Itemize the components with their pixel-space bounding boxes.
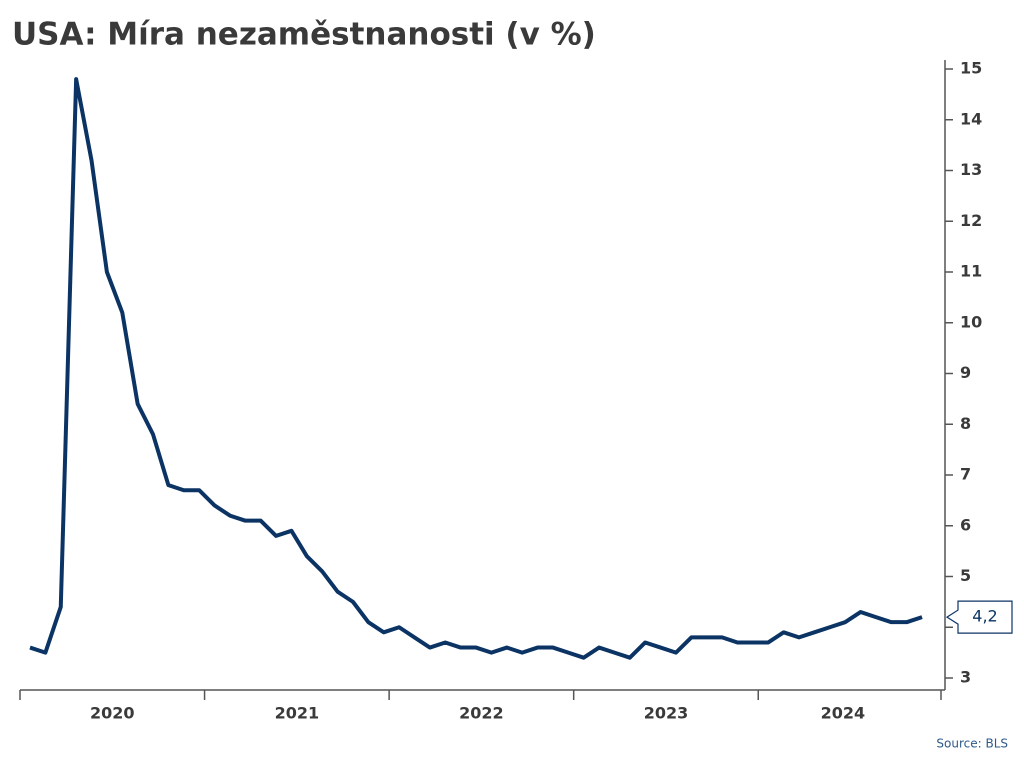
chart-title: USA: Míra nezaměstnanosti (v %) [12,17,596,53]
y-tick-label: 14 [960,109,982,128]
x-tick-label: 2023 [644,704,689,723]
value-callout [945,600,1013,634]
x-tick-label: 2024 [821,704,866,723]
y-tick-label: 12 [960,211,982,230]
y-tick-label: 9 [960,363,971,382]
y-tick-label: 13 [960,160,982,179]
y-tick-label: 3 [960,668,971,687]
y-tick-label: 8 [960,414,971,433]
y-tick-label: 5 [960,566,971,585]
y-tick-label: 6 [960,515,971,534]
value-label: 4,2 [972,607,997,626]
y-tick-label: 11 [960,262,982,281]
y-tick-label: 7 [960,465,971,484]
line [29,77,923,660]
x-tick-label: 2021 [275,704,320,723]
x-tick-label: 2020 [90,704,135,723]
x-tick-label: 2022 [459,704,504,723]
y-tick-label: 10 [960,312,982,331]
y-tick-label: 15 [960,59,982,78]
source: Source: BLS [936,737,1008,751]
